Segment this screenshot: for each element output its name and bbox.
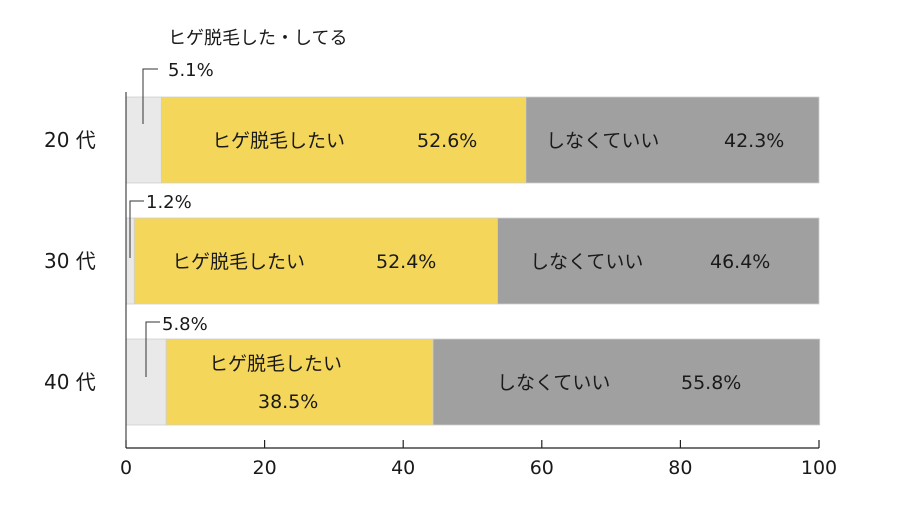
leader-line-1 — [142, 68, 158, 124]
bars-layer — [125, 96, 821, 426]
category-label-3: 40 代 — [44, 370, 96, 394]
x-axis: 0 20 40 60 80 100 — [120, 92, 837, 479]
value-label-want-3: 38.5% — [258, 391, 318, 413]
series-label-want-2: ヒゲ脱毛したい — [172, 251, 305, 273]
category-label-1: 20 代 — [44, 128, 96, 152]
leader-line-3 — [145, 321, 160, 377]
bar-segment-2-3 — [497, 217, 820, 305]
series-label-want-3: ヒゲ脱毛したい — [209, 353, 342, 375]
value-label-done-1: 5.1% — [168, 60, 214, 81]
bar-segment-3-2 — [165, 338, 434, 426]
value-label-want-2: 52.4% — [376, 251, 436, 273]
value-label-not-needed-2: 46.4% — [710, 251, 770, 273]
bar-segment-3-3 — [432, 338, 821, 426]
x-tick-label-40: 40 — [391, 457, 415, 479]
value-label-not-needed-1: 42.3% — [724, 130, 784, 152]
x-tick-label-80: 80 — [668, 457, 692, 479]
labels-layer: 20 代 30 代 40 代 ヒゲ脱毛したい 52.6% しなくていい 42.3% ヒゲ脱毛し… — [44, 28, 784, 413]
category-label-2: 30 代 — [44, 249, 96, 273]
callout-leaders — [129, 68, 160, 377]
bar-segment-2-2 — [133, 217, 498, 305]
x-tick-label-0: 0 — [120, 457, 132, 479]
value-label-not-needed-3: 55.8% — [681, 372, 741, 394]
bar-segment-1-2 — [160, 96, 527, 184]
callout-title: ヒゲ脱毛した・してる — [168, 28, 347, 49]
bar-segment-1-1 — [125, 96, 162, 184]
value-label-want-1: 52.6% — [417, 130, 477, 152]
value-label-done-2: 1.2% — [146, 192, 192, 213]
x-tick-label-20: 20 — [253, 457, 277, 479]
value-label-done-3: 5.8% — [162, 314, 208, 335]
x-tick-label-60: 60 — [530, 457, 554, 479]
leader-line-2 — [129, 200, 144, 258]
x-tick-label-100: 100 — [801, 457, 837, 479]
series-label-not-needed-2: しなくていい — [530, 251, 643, 273]
bar-segment-1-3 — [525, 96, 820, 184]
series-label-not-needed-1: しなくていい — [546, 130, 659, 152]
series-label-want-1: ヒゲ脱毛したい — [212, 130, 345, 152]
series-label-not-needed-3: しなくていい — [497, 372, 610, 394]
